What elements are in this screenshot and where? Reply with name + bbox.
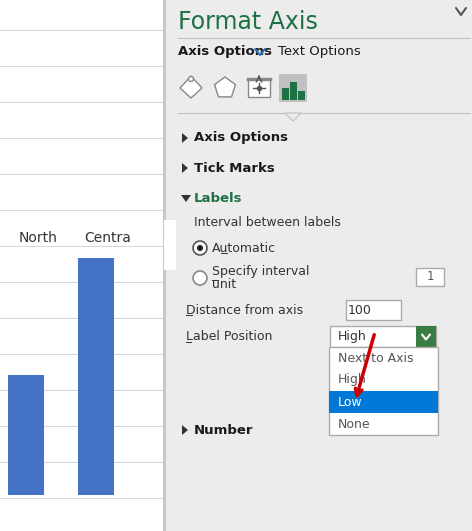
- FancyBboxPatch shape: [290, 82, 297, 100]
- Text: Interval between labels: Interval between labels: [194, 216, 341, 228]
- FancyBboxPatch shape: [164, 220, 176, 270]
- FancyBboxPatch shape: [8, 375, 44, 495]
- FancyBboxPatch shape: [78, 258, 114, 495]
- FancyBboxPatch shape: [166, 0, 472, 531]
- Polygon shape: [182, 133, 188, 143]
- Circle shape: [193, 241, 207, 255]
- Text: 1: 1: [426, 270, 434, 284]
- FancyBboxPatch shape: [329, 347, 438, 435]
- Text: Axis Options: Axis Options: [194, 132, 288, 144]
- Polygon shape: [215, 77, 236, 97]
- Text: Low: Low: [338, 396, 362, 408]
- Polygon shape: [182, 163, 188, 173]
- Polygon shape: [285, 113, 301, 121]
- Text: Text Options: Text Options: [278, 46, 361, 58]
- Text: Next to Axis: Next to Axis: [338, 352, 413, 364]
- FancyBboxPatch shape: [163, 0, 166, 531]
- Text: unit: unit: [212, 278, 236, 292]
- Text: Axis Options: Axis Options: [178, 46, 272, 58]
- FancyBboxPatch shape: [282, 88, 289, 100]
- Text: High: High: [338, 373, 367, 387]
- FancyBboxPatch shape: [330, 326, 436, 347]
- Text: Automatic: Automatic: [212, 242, 276, 254]
- Text: 100: 100: [348, 304, 372, 316]
- Circle shape: [193, 271, 207, 285]
- Text: Format Axis: Format Axis: [178, 10, 318, 34]
- Polygon shape: [180, 76, 202, 98]
- Text: Number: Number: [194, 424, 253, 436]
- FancyBboxPatch shape: [0, 0, 163, 531]
- FancyBboxPatch shape: [416, 268, 444, 286]
- FancyBboxPatch shape: [346, 300, 401, 320]
- Text: North: North: [18, 231, 58, 245]
- Text: High: High: [338, 330, 367, 343]
- FancyBboxPatch shape: [416, 326, 436, 347]
- Polygon shape: [181, 195, 191, 202]
- FancyBboxPatch shape: [298, 91, 305, 100]
- Circle shape: [197, 245, 203, 251]
- FancyBboxPatch shape: [279, 74, 307, 102]
- FancyBboxPatch shape: [248, 79, 270, 97]
- FancyBboxPatch shape: [329, 391, 438, 413]
- Text: Specify interval: Specify interval: [212, 264, 310, 278]
- Text: Label Position: Label Position: [186, 330, 272, 344]
- Text: Labels: Labels: [194, 192, 243, 204]
- Polygon shape: [182, 425, 188, 435]
- Text: Tick Marks: Tick Marks: [194, 161, 275, 175]
- Text: Distance from axis: Distance from axis: [186, 304, 303, 316]
- Text: None: None: [338, 417, 371, 431]
- Circle shape: [188, 76, 194, 81]
- Text: Centra: Centra: [84, 231, 131, 245]
